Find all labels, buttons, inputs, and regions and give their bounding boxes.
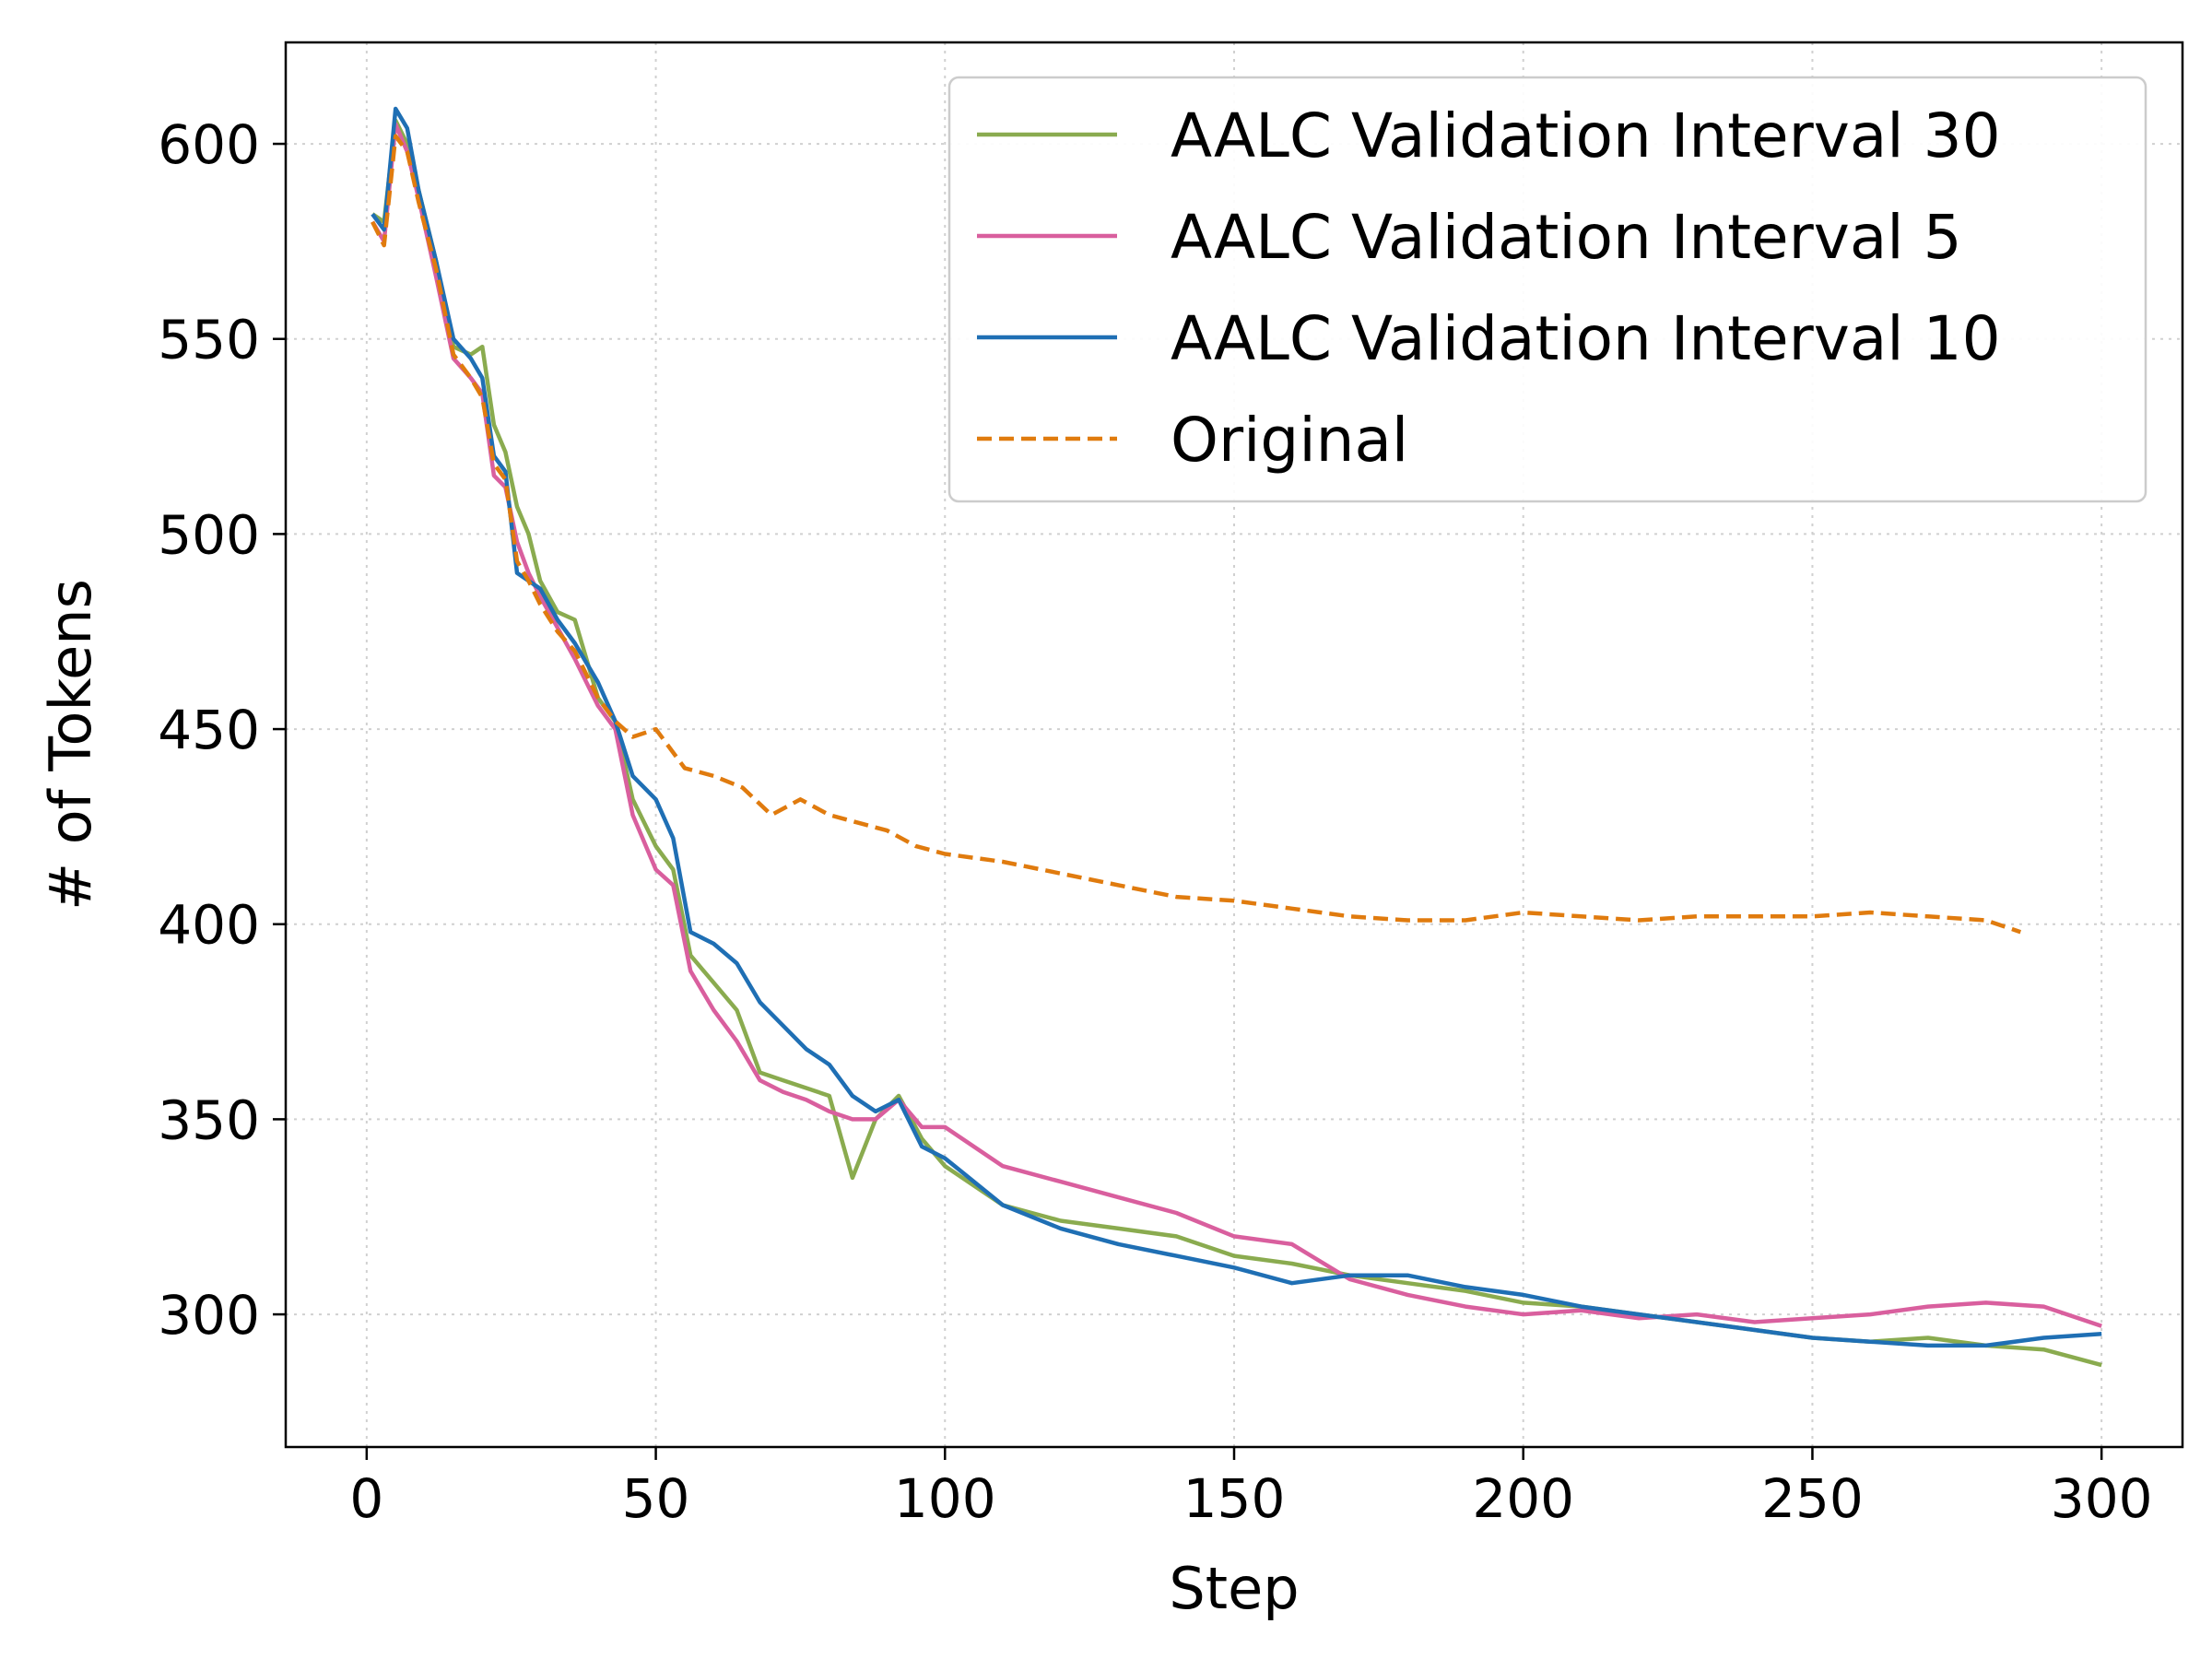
x-tick-label: 200 [1472, 1467, 1574, 1530]
x-tick-label: 100 [894, 1467, 996, 1530]
y-tick-label: 450 [158, 699, 260, 761]
y-tick-label: 400 [158, 894, 260, 957]
legend-box [947, 76, 2147, 503]
legend: AALC Validation Interval 30 AALC Validati… [947, 76, 2147, 503]
x-tick-label: 250 [1761, 1467, 1864, 1530]
x-tick-label: 300 [2051, 1467, 2153, 1530]
y-tick-label: 500 [158, 503, 260, 566]
x-tick-label: 150 [1183, 1467, 1286, 1530]
y-tick-label: 300 [158, 1284, 260, 1347]
x-axis-label: Step [1169, 1555, 1299, 1622]
axis-ticks: 0 50 100 150 200 250 300 300 350 400 450 500 550 600 [158, 113, 2152, 1530]
legend-label-1: AALC Validation Interval 5 [1171, 202, 1962, 273]
x-tick-label: 0 [349, 1467, 383, 1530]
y-tick-label: 350 [158, 1088, 260, 1151]
x-tick-label: 50 [622, 1467, 690, 1530]
legend-label-2: AALC Validation Interval 10 [1171, 303, 2001, 374]
y-axis-label: # of Tokens [37, 579, 104, 911]
series-line-3 [371, 134, 2022, 935]
legend-label-3: Original [1171, 405, 1408, 476]
y-tick-label: 600 [158, 113, 260, 176]
y-tick-label: 550 [158, 309, 260, 371]
legend-label-0: AALC Validation Interval 30 [1171, 100, 2001, 171]
series-lines [371, 106, 2102, 1368]
